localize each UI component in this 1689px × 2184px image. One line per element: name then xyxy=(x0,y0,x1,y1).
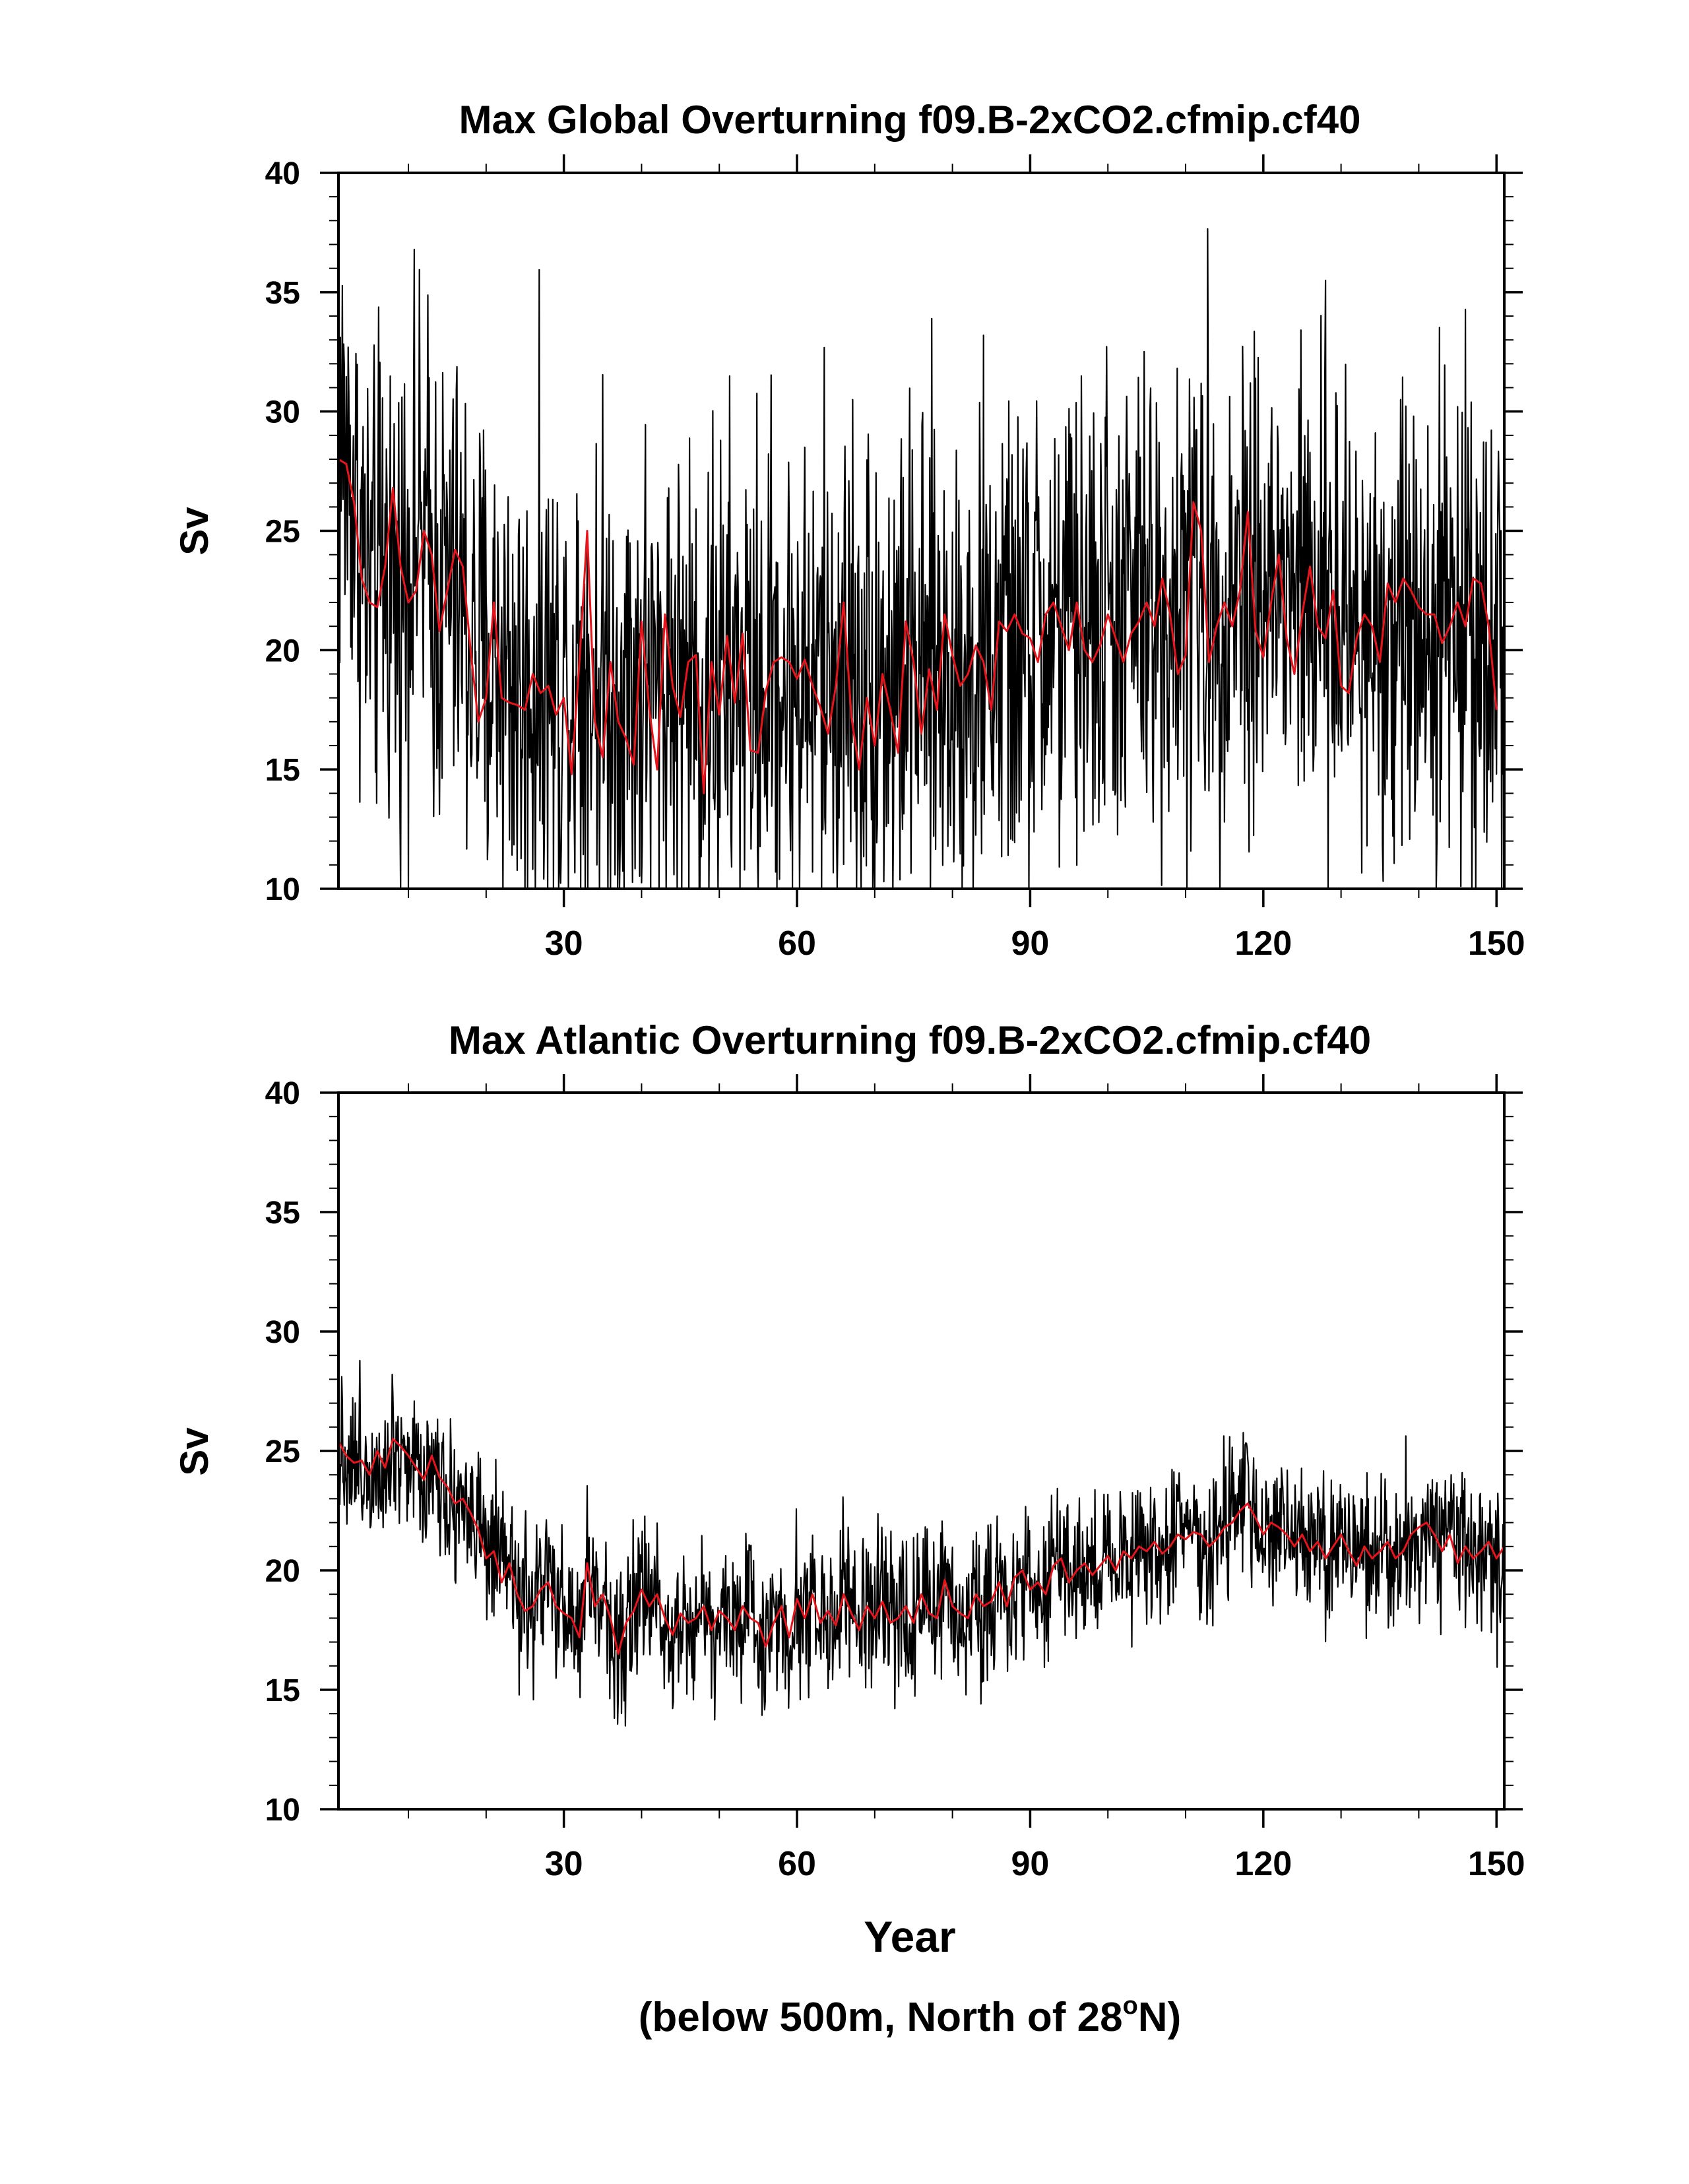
y-tick-label: 25 xyxy=(265,515,300,550)
x-axis-label: Year xyxy=(864,1912,955,1961)
series-monthly xyxy=(337,228,1506,890)
series-monthly xyxy=(337,1359,1506,1727)
plot-frame xyxy=(337,1091,1506,1811)
y-tick-label: 20 xyxy=(265,1554,300,1589)
y-tick-label: 35 xyxy=(265,1196,300,1231)
monthly-line xyxy=(337,1359,1506,1727)
x-tick-label: 30 xyxy=(545,924,583,963)
x-tick-label: 90 xyxy=(1011,924,1049,963)
x-tick-label: 120 xyxy=(1234,924,1292,963)
axes xyxy=(320,154,1523,907)
chart-title: Max Atlantic Overturning f09.B-2xCO2.cfm… xyxy=(449,1018,1371,1062)
y-tick-label: 25 xyxy=(265,1434,300,1469)
y-tick-label: 20 xyxy=(265,633,300,668)
footnote-superscript: o xyxy=(1123,1992,1138,2020)
monthly-line xyxy=(337,228,1506,890)
chart-title: Max Global Overturning f09.B-2xCO2.cfmip… xyxy=(459,98,1360,142)
y-tick-label: 10 xyxy=(265,1793,300,1828)
y-tick-label: 15 xyxy=(265,753,300,788)
x-tick-label: 120 xyxy=(1234,1845,1292,1883)
x-tick-label: 150 xyxy=(1468,924,1525,963)
tick-labels: 10 15 20 25 30 35 40 30 60 90 120 150 xyxy=(265,1076,1525,1883)
y-tick-label: 10 xyxy=(265,872,300,907)
y-axis-label: Sv xyxy=(172,1427,216,1476)
y-tick-label: 40 xyxy=(265,1076,300,1111)
x-tick-label: 30 xyxy=(545,1845,583,1883)
chart-atlantic: Max Atlantic Overturning f09.B-2xCO2.cfm… xyxy=(172,1018,1525,1961)
x-tick-label: 60 xyxy=(778,1845,816,1883)
footnote-text: (below 500m, North of 28 xyxy=(639,1995,1123,2040)
series-annual-mean xyxy=(338,458,1498,794)
footnote-text-end: N) xyxy=(1138,1995,1181,2040)
x-tick-label: 150 xyxy=(1468,1845,1525,1883)
y-tick-label: 35 xyxy=(265,276,300,311)
series-annual-mean xyxy=(337,1438,1506,1655)
annual-mean-line xyxy=(337,1438,1506,1655)
x-tick-label: 90 xyxy=(1011,1845,1049,1883)
annual-mean-line xyxy=(338,458,1498,794)
axes xyxy=(320,1074,1523,1828)
y-tick-label: 15 xyxy=(265,1673,300,1708)
y-tick-label: 30 xyxy=(265,1315,300,1350)
y-tick-label: 30 xyxy=(265,395,300,430)
y-tick-label: 40 xyxy=(265,156,300,191)
y-axis-label: Sv xyxy=(172,507,216,556)
x-tick-label: 60 xyxy=(778,924,816,963)
tick-labels: 10 15 20 25 30 35 40 30 60 90 120 150 xyxy=(265,156,1525,963)
footnote: (below 500m, North of 28oN) xyxy=(639,1992,1181,2040)
chart-global: Max Global Overturning f09.B-2xCO2.cfmip… xyxy=(172,98,1525,963)
